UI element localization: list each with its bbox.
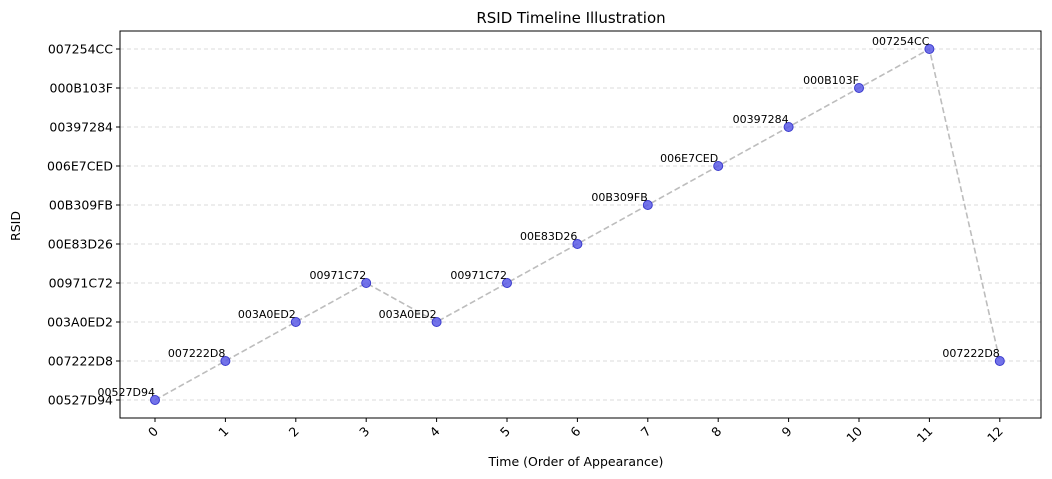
data-label: 00971C72	[310, 269, 367, 282]
data-point	[150, 395, 160, 405]
x-tick-label: 10	[843, 423, 865, 445]
data-points	[150, 44, 1005, 405]
x-tick-label: 9	[778, 423, 794, 439]
y-axis: 00527D94 007222D8 003A0ED2 00971C72 00E83D26…	[47, 42, 120, 408]
data-label: 00971C72	[450, 269, 507, 282]
data-point	[642, 200, 653, 210]
y-tick-label: 000B103F	[50, 81, 113, 96]
data-label: 003A0ED2	[379, 308, 437, 321]
y-tick-label: 00397284	[49, 120, 113, 135]
data-label: 003A0ED2	[238, 308, 296, 321]
data-point	[290, 317, 301, 327]
data-point	[572, 239, 583, 249]
data-label: 000B103F	[803, 74, 859, 87]
y-axis-label: RSID	[8, 211, 23, 241]
data-point	[220, 356, 231, 366]
x-tick-label: 0	[145, 423, 161, 439]
x-tick-label: 4	[426, 423, 442, 439]
x-tick-label: 6	[567, 423, 583, 439]
series-line	[154, 47, 1001, 401]
y-tick-label: 00527D94	[48, 393, 113, 408]
y-tick-label: 00B309FB	[49, 198, 113, 213]
data-point	[994, 356, 1005, 366]
chart-title: RSID Timeline Illustration	[476, 9, 665, 27]
data-point	[783, 122, 794, 132]
y-tick-label: 007254CC	[48, 42, 113, 57]
data-point	[431, 317, 442, 327]
data-point	[502, 278, 512, 288]
y-tick-label: 003A0ED2	[47, 315, 113, 330]
y-tick-label: 00971C72	[49, 276, 113, 291]
x-tick-label: 2	[286, 424, 302, 440]
y-tick-label: 007222D8	[48, 354, 113, 369]
data-point	[713, 161, 724, 171]
data-label: 006E7CED	[660, 152, 718, 165]
y-tick-label: 006E7CED	[47, 159, 113, 174]
x-tick-label: 11	[914, 424, 936, 446]
data-point	[924, 44, 935, 54]
data-label: 007222D8	[168, 347, 225, 360]
y-tick-label: 00E83D26	[48, 237, 113, 252]
x-tick-label: 5	[497, 424, 513, 440]
plot-frame	[119, 30, 1042, 419]
x-tick-label: 12	[984, 424, 1006, 446]
x-tick-label: 3	[356, 424, 372, 440]
data-point	[361, 278, 372, 288]
data-label: 007254CC	[872, 35, 930, 48]
data-label: 00B309FB	[591, 191, 647, 204]
grid-layer	[120, 48, 1041, 401]
x-tick-label: 1	[215, 424, 231, 440]
x-axis-label: Time (Order of Appearance)	[488, 454, 664, 469]
data-label: 007222D8	[942, 347, 999, 360]
data-label: 00527D94	[98, 386, 155, 399]
x-tick-label: 8	[708, 423, 724, 439]
x-axis: 0 1 2 3 4 5 6 7 8 9 10 11 12	[145, 418, 1006, 445]
data-label: 00397284	[733, 113, 789, 126]
data-label: 00E83D26	[520, 230, 577, 243]
data-point	[854, 83, 864, 93]
x-tick-label: 7	[638, 424, 654, 440]
point-labels: 00527D94 007222D8 003A0ED2 00971C72 003A0ED2…	[98, 35, 1000, 399]
